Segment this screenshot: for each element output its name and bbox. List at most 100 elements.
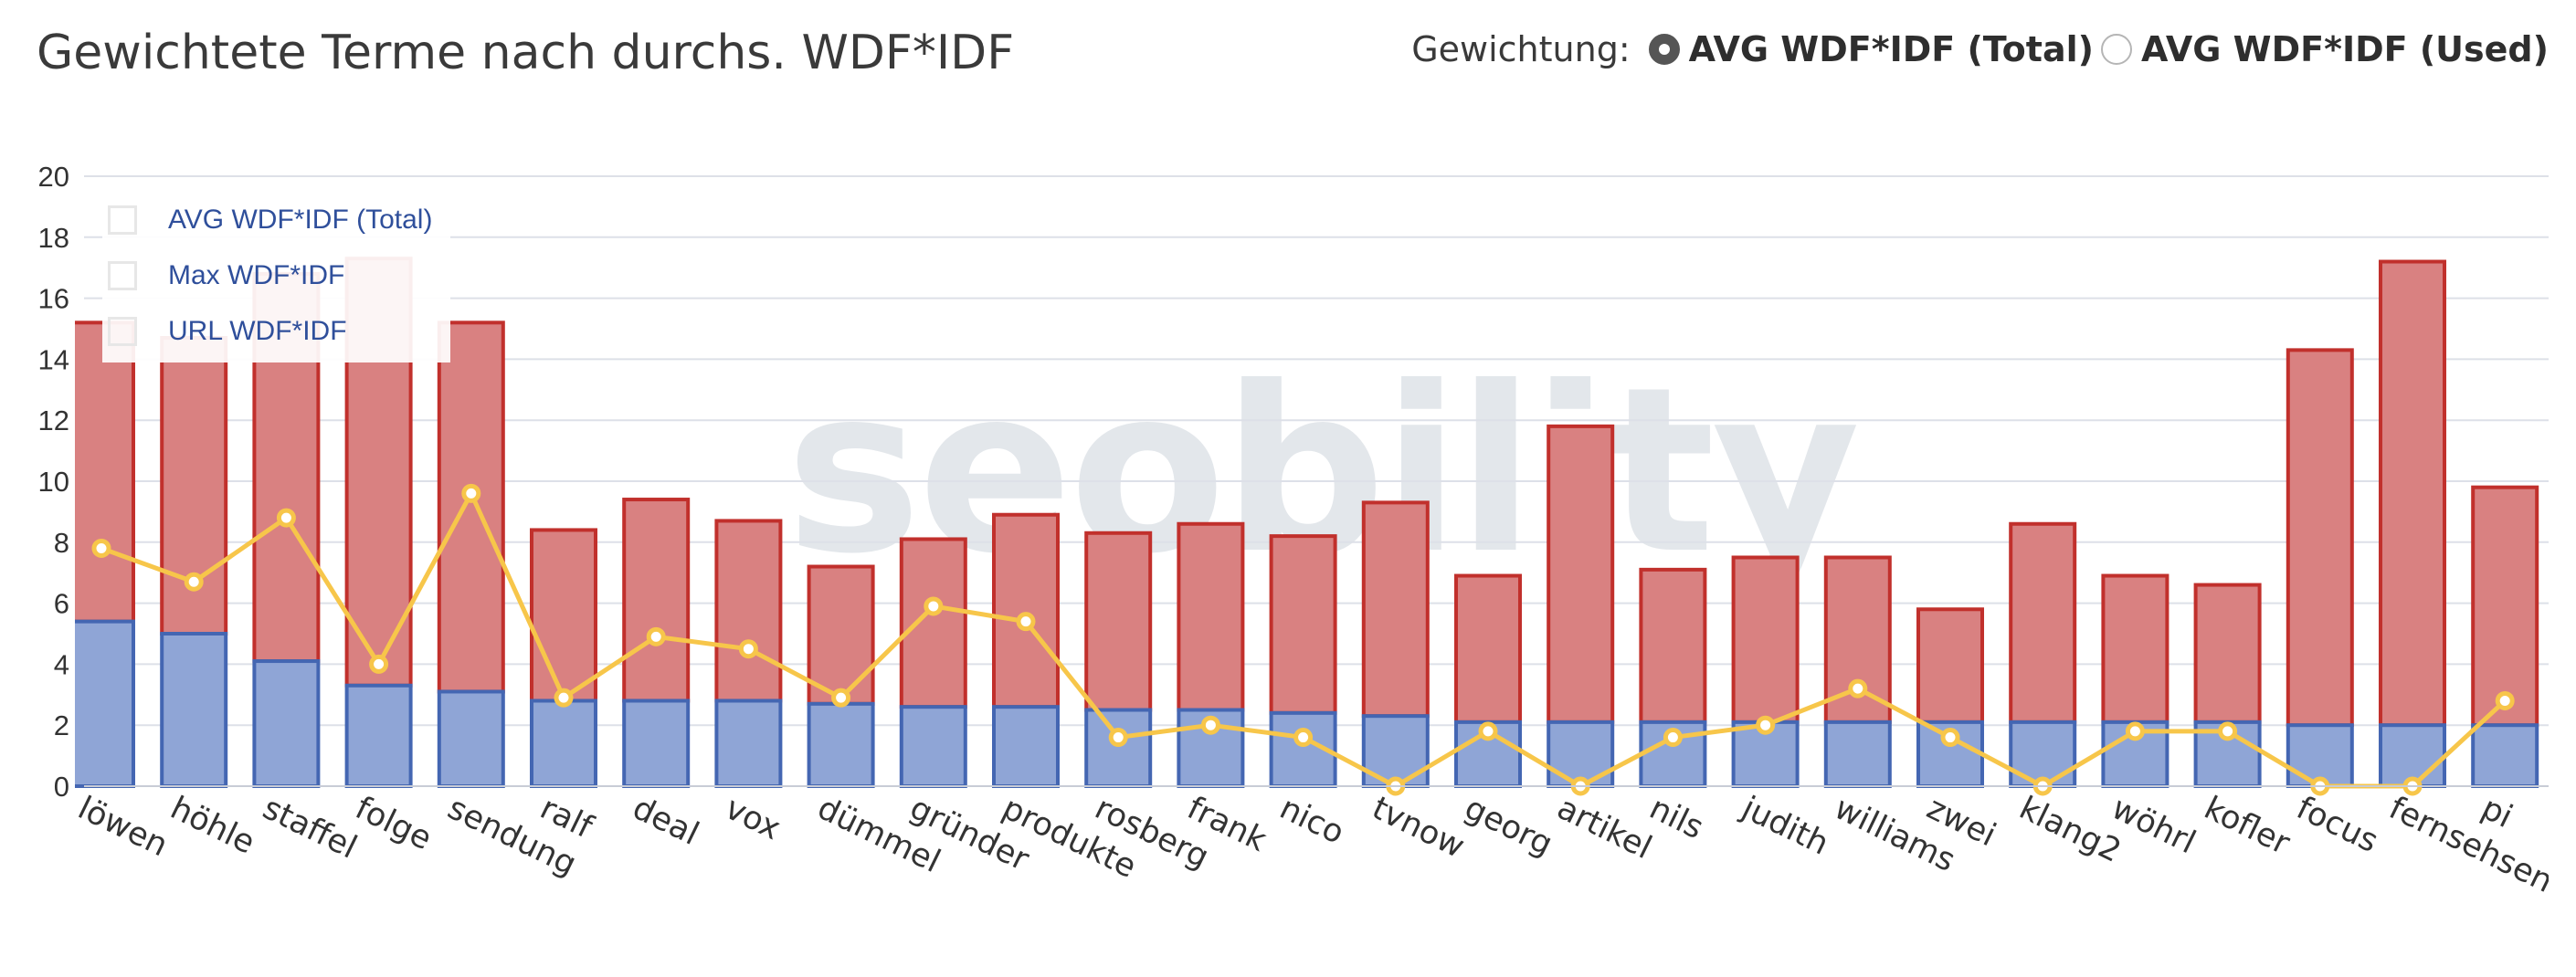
x-tick-label: nico [1274, 790, 1350, 852]
url-point [276, 508, 296, 528]
url-point [369, 654, 389, 674]
bar-max [1731, 555, 1800, 724]
bar-avg [530, 699, 597, 788]
y-tick-label: 16 [38, 283, 69, 315]
bar-avg [437, 689, 505, 789]
url-point [1478, 721, 1498, 741]
bar-max [992, 512, 1060, 709]
bar-avg [992, 705, 1060, 788]
bar-max [2101, 573, 2170, 724]
weighting-option-label: AVG WDF*IDF (Total) [1688, 29, 2094, 69]
bar-max [530, 528, 597, 703]
legend-label: URL WDF*IDF [168, 315, 347, 346]
y-tick-label: 8 [54, 527, 69, 559]
legend-item-avg[interactable]: AVG WDF*IDF (Total) [108, 192, 432, 247]
bar-max [1916, 607, 1984, 724]
bar-max [1269, 534, 1337, 715]
y-tick-label: 20 [38, 161, 69, 193]
url-point [1756, 715, 1776, 735]
bar-max [2286, 348, 2354, 728]
bar-max [1547, 424, 1615, 724]
url-point [91, 538, 111, 558]
bar-max [2379, 259, 2446, 728]
x-tick-label: artikel [1551, 790, 1657, 867]
weighting-selector: Gewichtung: AVG WDF*IDF (Total) AVG WDF*… [1411, 29, 2549, 69]
bar-max [2471, 485, 2539, 728]
bar-avg [160, 632, 228, 788]
bar-avg [1084, 708, 1153, 788]
bar-max [437, 320, 505, 694]
legend-item-url[interactable]: URL WDF*IDF [108, 303, 432, 359]
url-point [184, 572, 204, 592]
y-tick-label: 2 [54, 709, 69, 741]
y-tick-label: 4 [54, 648, 69, 680]
bar-max [1084, 531, 1153, 712]
bar-max [2193, 583, 2262, 724]
legend-item-max[interactable]: Max WDF*IDF [108, 247, 432, 303]
bar-max [1454, 573, 1522, 724]
weighting-option-avg-total[interactable]: AVG WDF*IDF (Total) [1648, 29, 2094, 69]
x-tick-label: judith [1736, 790, 1834, 863]
x-tick-label: pi [2476, 790, 2518, 835]
bar-avg [2471, 723, 2539, 789]
bar-max [899, 537, 967, 709]
legend-swatch-max [108, 260, 137, 290]
y-tick-label: 10 [38, 466, 69, 498]
y-tick-label: 18 [38, 222, 69, 254]
url-point [738, 639, 758, 659]
radio-checked-icon[interactable] [1648, 34, 1680, 65]
chart-legend: AVG WDF*IDF (Total) Max WDF*IDF URL WDF*… [102, 188, 451, 362]
x-tick-label: kofler [2199, 790, 2296, 862]
url-point [2495, 690, 2515, 710]
bar-avg [622, 699, 691, 788]
x-tick-label: fernsehsender [2383, 790, 2576, 924]
url-point [1848, 678, 1868, 699]
bar-max [1177, 521, 1245, 712]
bar-avg [344, 683, 413, 789]
bar-max [1639, 567, 1707, 724]
bar-avg [1823, 720, 1892, 788]
weighting-label: Gewichtung: [1411, 29, 1631, 69]
url-point [646, 626, 666, 646]
bar-avg [75, 619, 135, 789]
url-point [1940, 728, 1960, 748]
y-tick-label: 14 [38, 343, 69, 375]
url-point [1016, 612, 1036, 632]
chart-title: Gewichtete Terme nach durchs. WDF*IDF [37, 26, 1015, 80]
x-tick-label: staffel [257, 790, 362, 867]
legend-swatch-url [108, 316, 137, 346]
weighting-option-label: AVG WDF*IDF (Used) [2141, 29, 2549, 69]
x-tick-label: focus [2291, 790, 2383, 860]
legend-label: AVG WDF*IDF (Total) [168, 204, 433, 235]
url-point [1108, 728, 1128, 748]
weighting-option-avg-used[interactable]: AVG WDF*IDF (Used) [2101, 29, 2549, 69]
legend-swatch-avg [108, 205, 137, 235]
url-point [1200, 715, 1220, 735]
x-tick-label: deal [627, 790, 704, 853]
x-tick-label: höhle [164, 790, 260, 861]
bar-max [714, 519, 783, 703]
url-point [831, 688, 851, 708]
x-tick-label: tvnow [1367, 790, 1470, 866]
bar-max [75, 320, 135, 624]
bar-avg [807, 701, 875, 789]
bar-max [622, 498, 691, 703]
radio-unchecked-icon[interactable] [2101, 34, 2132, 65]
url-point [2218, 721, 2238, 741]
x-tick-label: löwen [72, 790, 174, 864]
url-point [1293, 728, 1314, 748]
y-tick-label: 6 [54, 588, 69, 620]
bar-max [807, 564, 875, 706]
bar-avg [899, 705, 967, 788]
y-tick-label: 12 [38, 404, 69, 436]
bar-max [1361, 500, 1430, 719]
url-point [1663, 728, 1683, 748]
url-point [554, 688, 574, 708]
url-point [2125, 721, 2145, 741]
url-point [461, 483, 481, 503]
bars-group [75, 257, 2539, 796]
y-tick-label: 0 [54, 771, 69, 803]
